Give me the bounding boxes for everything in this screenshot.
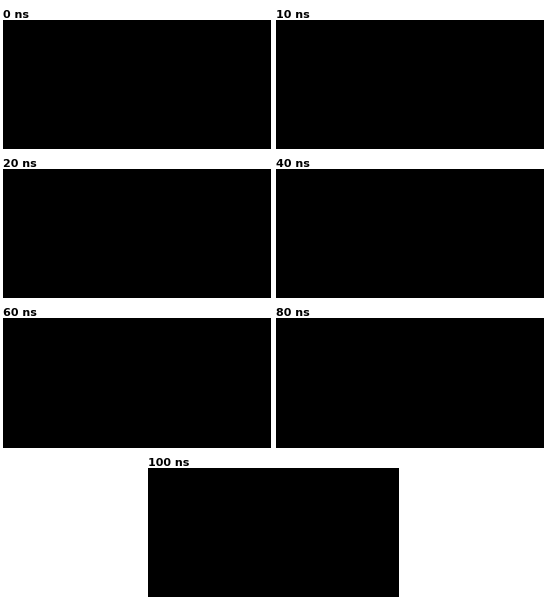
Text: 80 ns: 80 ns (276, 308, 310, 318)
Text: 10 ns: 10 ns (276, 10, 310, 20)
Text: 20 ns: 20 ns (3, 159, 37, 169)
Text: 0 ns: 0 ns (3, 10, 29, 20)
Text: 100 ns: 100 ns (148, 458, 189, 467)
Text: 40 ns: 40 ns (276, 159, 310, 169)
Text: 60 ns: 60 ns (3, 308, 37, 318)
